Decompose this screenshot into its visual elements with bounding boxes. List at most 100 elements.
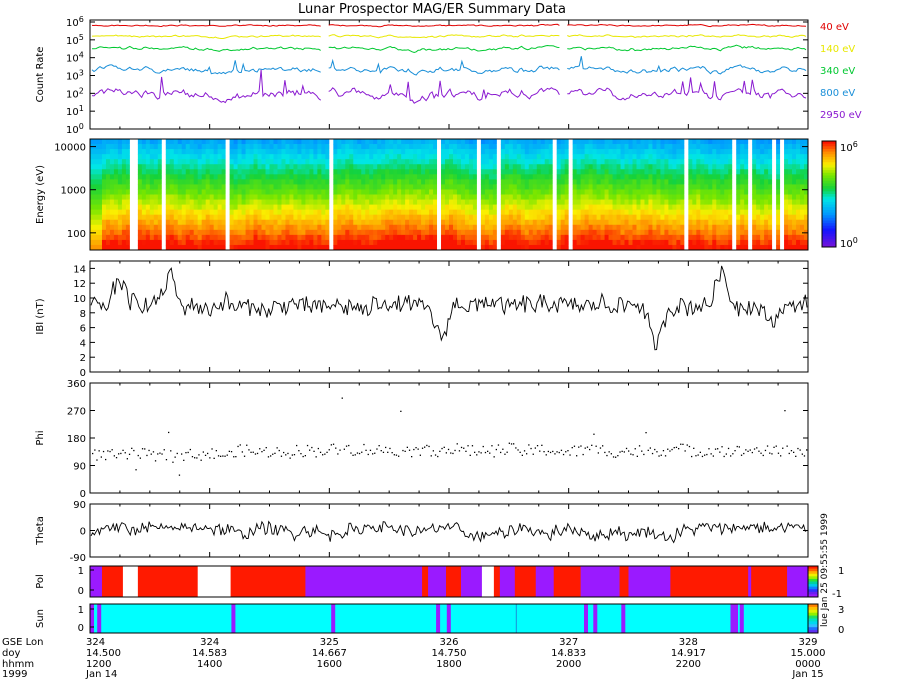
phi-point (682, 443, 684, 445)
polarity-bar (466, 566, 471, 597)
spectrogram-cell (804, 219, 809, 226)
field-magnitude-tick-label: 10 (73, 294, 86, 305)
spectrogram-cell (768, 149, 773, 155)
spectrogram-cell (321, 139, 326, 145)
spectrogram-cell (556, 224, 562, 231)
spectrogram-cell (784, 149, 789, 155)
spectrogram-cell (93, 199, 99, 205)
spectrogram-cell (269, 149, 274, 155)
sun-ylabel: Sun (35, 609, 46, 628)
phi-point (432, 450, 434, 452)
spectrogram-cell (277, 149, 282, 155)
spectrogram-cell (405, 199, 410, 205)
spectrogram-cell (357, 179, 362, 185)
spectrogram-cell (141, 244, 147, 251)
spectrogram-cell (133, 234, 139, 241)
spectrogram-cell (544, 244, 550, 251)
spectrogram-cell (564, 144, 570, 150)
spectrogram-cell (624, 239, 629, 246)
spectrogram-cell (161, 234, 167, 241)
spectrogram-cell (688, 224, 693, 231)
spectrogram-cell (556, 149, 562, 155)
spectrogram-cell (672, 224, 677, 231)
spectrogram-cell (592, 184, 597, 190)
spectrogram-cell (293, 224, 298, 231)
spectrogram-cell (556, 139, 562, 145)
spectrogram-cell (317, 244, 322, 251)
spectrogram-cell (181, 154, 187, 160)
spectrogram-cell (421, 159, 426, 165)
polarity-bar (700, 566, 704, 597)
phi-point (228, 450, 230, 452)
spectrogram-cell (349, 199, 354, 205)
spectrogram-cell (373, 144, 378, 150)
spectrogram-cell (425, 229, 430, 236)
spectrogram-cell (273, 174, 278, 180)
phi-point (267, 456, 270, 458)
spectrogram-cell (488, 209, 494, 216)
spectrogram-cell (480, 144, 486, 150)
spectrogram-cell (632, 154, 637, 160)
spectrogram-cell (373, 184, 378, 190)
spectrogram-cell (540, 244, 546, 251)
spectrogram-cell (636, 234, 641, 241)
spectrogram-cell (113, 229, 119, 236)
spectrogram-cell (445, 204, 450, 211)
spectrogram-cell (201, 229, 207, 236)
spectrogram-cell (688, 239, 693, 246)
spectrogram-cell (756, 149, 761, 155)
spectrogram-cell (576, 164, 582, 170)
spectrogram-cell (245, 139, 250, 145)
spectrogram-cell (269, 214, 274, 221)
spectrogram-cell (552, 159, 558, 165)
spectrogram-cell (604, 244, 609, 251)
spectrogram-cell (520, 199, 526, 205)
spectrogram-cell (548, 239, 554, 246)
spectrogram-cell (600, 139, 605, 145)
spectrogram-cell (313, 194, 318, 200)
spectrogram-cell (500, 179, 506, 185)
phi-point (367, 453, 369, 456)
spectrogram-cell (409, 244, 414, 251)
spectrogram-cell (544, 209, 550, 216)
spectrogram-cell (297, 179, 302, 185)
spectrogram-cell (496, 229, 502, 236)
spectrogram-cell (297, 159, 302, 165)
spectrogram-cell (249, 149, 254, 155)
spectrogram-cell (421, 139, 426, 145)
spectrogram-cell (385, 209, 390, 216)
spectrogram-cell (700, 159, 705, 165)
spectrogram-cell (784, 239, 789, 246)
spectrogram-cell (165, 174, 171, 180)
spectrogram-cell (217, 219, 223, 226)
polarity-bar (446, 566, 450, 597)
phi-point (176, 452, 178, 455)
polarity-bar (724, 566, 728, 597)
polarity-bar (496, 566, 501, 597)
polarity-bar (350, 566, 354, 597)
spectrogram-cell (516, 209, 522, 216)
spectrogram-cell (764, 184, 769, 190)
spectrogram-cell (496, 224, 502, 231)
spectrogram-cell (608, 209, 613, 216)
spectrogram-cell (241, 244, 246, 251)
polarity-bar (137, 566, 142, 597)
spectrogram-cell (756, 174, 761, 180)
spectrogram-cell (369, 209, 374, 216)
spectrogram-cell (672, 149, 677, 155)
spectrogram-cell (197, 219, 203, 226)
spectrogram-cell (756, 189, 761, 195)
spectrogram-cell (217, 199, 223, 205)
spectrogram-cell (133, 209, 139, 216)
spectrogram-cell (141, 219, 147, 226)
spectrogram-cell (377, 144, 382, 150)
spectrogram-cell (712, 194, 717, 200)
spectrogram-cell (664, 239, 669, 246)
spectrogram-cell (317, 174, 322, 180)
spectrogram-cell (305, 154, 310, 160)
spectrogram-cell (688, 229, 693, 236)
spectrogram-cell (464, 139, 470, 145)
spectrogram-cell (528, 199, 534, 205)
spectrogram-cell (764, 229, 769, 236)
spectrogram-cell (620, 244, 625, 251)
